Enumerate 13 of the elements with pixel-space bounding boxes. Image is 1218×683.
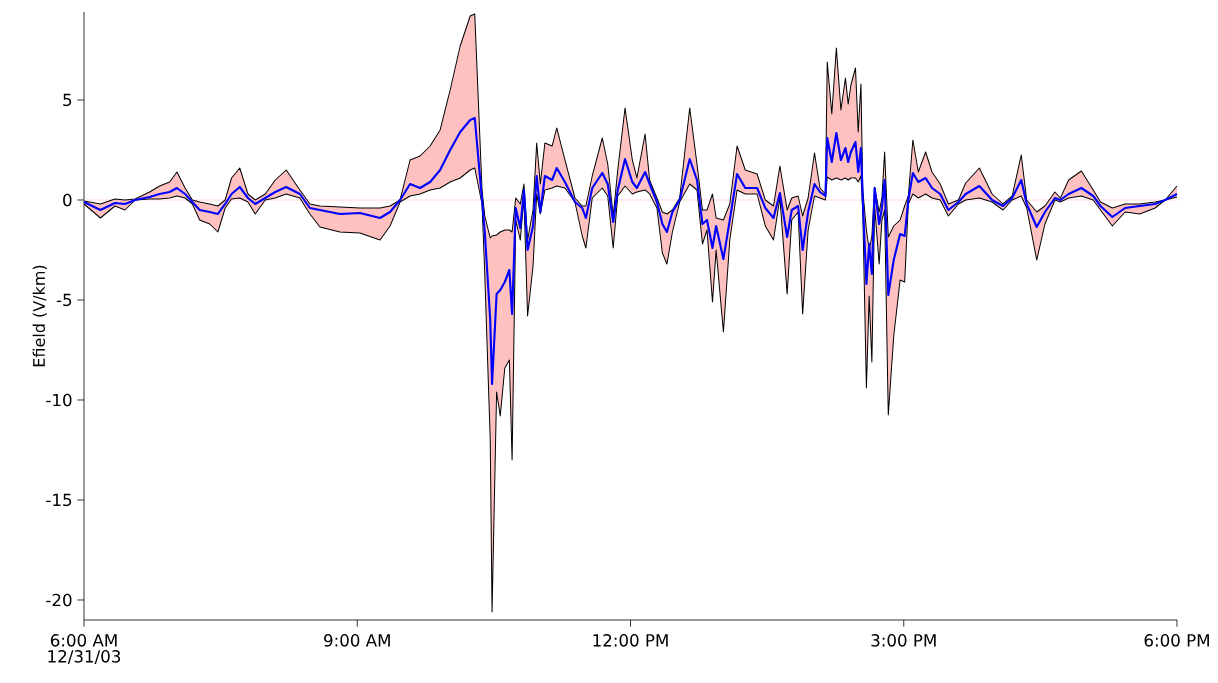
y-tick-label: -20 <box>46 593 72 607</box>
text: 12/31/03 <box>48 650 121 664</box>
x-tick-label: 12:00 PM <box>593 634 668 647</box>
y-tick-label: -5 <box>56 293 72 307</box>
x-tick-label: 3:00 PM <box>871 634 936 647</box>
x-tick-label: 9:00 AM <box>324 634 390 647</box>
x-tick-label: 6:00 PM <box>1144 634 1209 647</box>
y-tick-label: -10 <box>46 393 72 407</box>
y-tick-label: 5 <box>63 93 72 107</box>
y-tick-label: -15 <box>46 493 72 507</box>
y-tick-label: 0 <box>63 193 72 207</box>
y-axis-title: Efield (V/km) <box>32 265 47 367</box>
x-tick-label: 6:00 AM <box>50 634 117 647</box>
